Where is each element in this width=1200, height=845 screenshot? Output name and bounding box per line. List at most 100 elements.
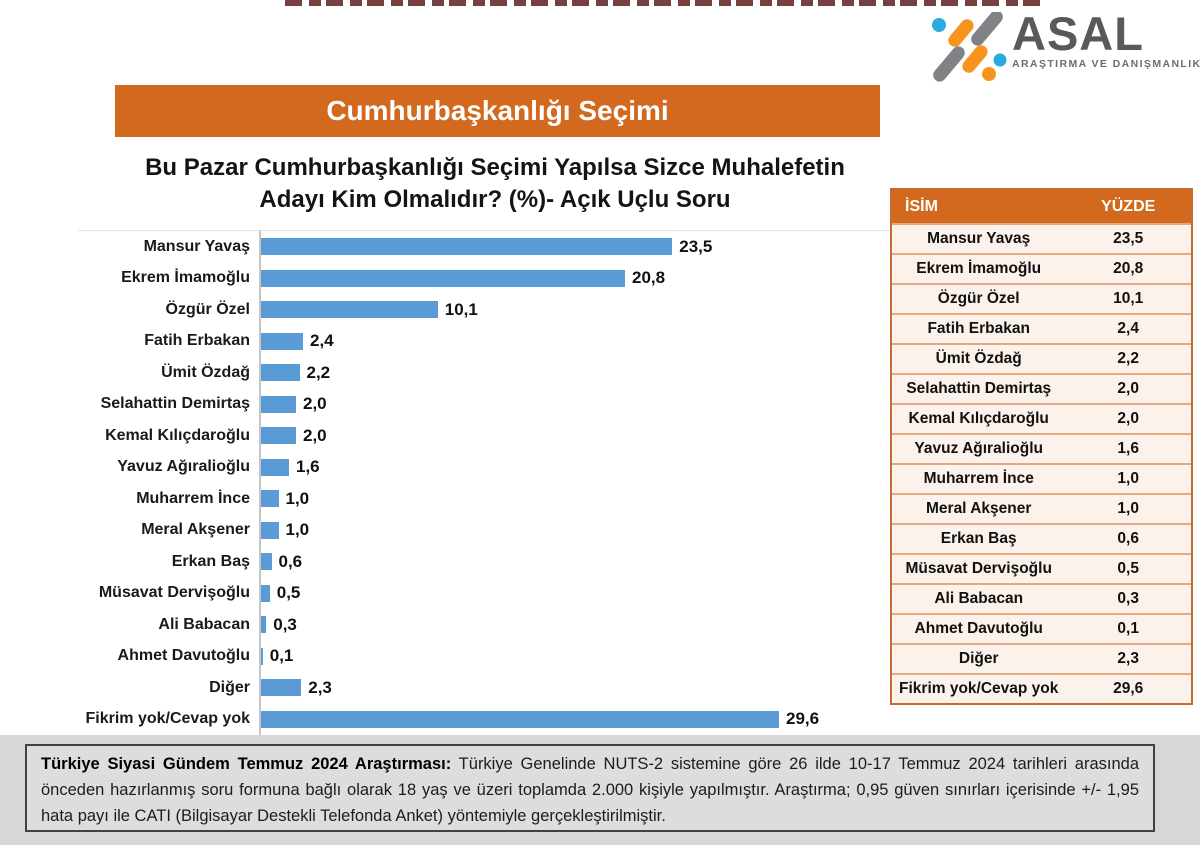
chart-row: Erkan Baş 0,6	[78, 546, 890, 578]
value-label: 0,5	[276, 583, 301, 603]
table-cell-name: Ümit Özdağ	[935, 350, 1022, 367]
table-row: Ekrem İmamoğlu 20,8	[892, 253, 1191, 283]
bar-area: 1,0	[259, 483, 890, 515]
table-header-percent: YÜZDE	[1101, 197, 1156, 215]
table-cell-percent: 2,4	[1117, 320, 1139, 337]
bar-area: 2,4	[259, 325, 890, 357]
bar	[261, 647, 263, 665]
logo-name: ASAL	[1012, 7, 1144, 60]
bar-area: 0,1	[259, 640, 890, 672]
table-cell-percent: 20,8	[1113, 260, 1144, 277]
bar-area: 1,6	[259, 451, 890, 483]
bar	[261, 490, 279, 508]
chart-title-line1: Bu Pazar Cumhurbaşkanlığı Seçimi Yapılsa…	[145, 154, 845, 181]
table-row: Kemal Kılıçdaroğlu 2,0	[892, 403, 1191, 433]
bar-area: 23,5	[259, 231, 890, 263]
table-cell-percent: 1,0	[1117, 500, 1139, 517]
category-label: Yavuz Ağıralioğlu	[117, 458, 250, 476]
table-cell-percent: 2,3	[1117, 650, 1139, 667]
table-row: Diğer 2,3	[892, 643, 1191, 673]
category-label: Fikrim yok/Cevap yok	[85, 710, 250, 728]
category-label: Fatih Erbakan	[144, 332, 250, 350]
table-body: Mansur Yavaş 23,5 Ekrem İmamoğlu 20,8 Özgür …	[892, 223, 1191, 703]
table-row: Meral Akşener 1,0	[892, 493, 1191, 523]
cropped-headline-remnant	[285, 0, 1045, 6]
bar	[261, 458, 289, 476]
table-cell-percent: 1,0	[1117, 470, 1139, 487]
results-table: İSİM YÜZDE Mansur Yavaş 23,5 Ekrem İmamoğl…	[890, 188, 1193, 705]
table-cell-percent: 2,0	[1117, 380, 1139, 397]
chart-row: Muharrem İnce 1,0	[78, 483, 890, 515]
value-label: 2,0	[303, 425, 327, 445]
footnote-lead: Türkiye Siyasi Gündem Temmuz 2024 Araştı…	[41, 755, 452, 773]
bar-area: 2,3	[259, 672, 890, 704]
chart-row: Fikrim yok/Cevap yok 29,6	[78, 703, 890, 735]
chart-row: Yavuz Ağıralioğlu 1,6	[78, 451, 890, 483]
category-label: Ümit Özdağ	[161, 363, 250, 381]
bar-area: 0,3	[259, 609, 890, 641]
table-cell-percent: 0,1	[1117, 620, 1139, 637]
value-label: 0,6	[278, 551, 303, 571]
category-label: Selahattin Demirtaş	[100, 395, 250, 413]
footnote-box: Türkiye Siyasi Gündem Temmuz 2024 Araştı…	[25, 744, 1155, 832]
bar-area: 2,0	[259, 388, 890, 420]
bar	[261, 584, 270, 602]
value-label: 1,6	[296, 457, 320, 477]
bar-area: 2,0	[259, 420, 890, 452]
table-header-row: İSİM YÜZDE	[892, 190, 1191, 223]
category-label: Meral Akşener	[141, 521, 250, 539]
category-label: Diğer	[209, 678, 250, 696]
footer-band: Türkiye Siyasi Gündem Temmuz 2024 Araştı…	[0, 735, 1200, 845]
table-cell-name: Selahattin Demirtaş	[906, 380, 1052, 397]
table-row: Müsavat Dervişoğlu 0,5	[892, 553, 1191, 583]
value-label: 1,0	[285, 520, 310, 540]
chart-row: Mansur Yavaş 23,5	[78, 231, 890, 263]
chart-row: Ümit Özdağ 2,2	[78, 357, 890, 389]
value-label: 2,0	[303, 394, 327, 414]
bar	[261, 301, 438, 319]
bar-area: 20,8	[259, 262, 890, 294]
table-row: Erkan Baş 0,6	[892, 523, 1191, 553]
chart-row: Fatih Erbakan 2,4	[78, 325, 890, 357]
bar-chart-rows: Mansur Yavaş 23,5 Ekrem İmamoğlu 20,8 Özgür …	[78, 231, 890, 735]
table-cell-name: Müsavat Dervişoğlu	[905, 560, 1052, 577]
table-cell-name: Mansur Yavaş	[927, 230, 1031, 247]
chart-title-line2: Adayı Kim Olmalıdır? (%)- Açık Uçlu Soru	[259, 185, 731, 213]
table-row: Fikrim yok/Cevap yok 29,6	[892, 673, 1191, 703]
table-row: Muharrem İnce 1,0	[892, 463, 1191, 493]
bar	[261, 269, 625, 287]
table-cell-name: Ali Babacan	[934, 590, 1024, 607]
bar-area: 1,0	[259, 514, 890, 546]
table-cell-percent: 1,6	[1117, 440, 1139, 457]
table-cell-percent: 23,5	[1113, 230, 1144, 247]
asal-logo: ASAL ARAŞTIRMA VE DANIŞMANLIK	[928, 7, 1200, 82]
table-cell-name: Özgür Özel	[937, 290, 1020, 307]
bar-area: 29,6	[259, 703, 890, 735]
value-label: 2,3	[308, 677, 332, 697]
category-label: Ali Babacan	[158, 615, 250, 633]
bar	[261, 521, 279, 539]
value-label: 0,3	[273, 614, 297, 634]
bar-area: 0,5	[259, 577, 890, 609]
table-header-name: İSİM	[905, 197, 938, 215]
category-label: Özgür Özel	[165, 300, 250, 318]
bar	[261, 364, 300, 382]
table-cell-percent: 29,6	[1113, 680, 1144, 697]
table-cell-percent: 0,3	[1117, 590, 1139, 607]
value-label: 20,8	[632, 268, 666, 288]
chart-row: Selahattin Demirtaş 2,0	[78, 388, 890, 420]
bar	[261, 616, 267, 634]
category-label: Kemal Kılıçdaroğlu	[105, 426, 250, 444]
chart-row: Ekrem İmamoğlu 20,8	[78, 262, 890, 294]
table-cell-name: Fatih Erbakan	[927, 320, 1030, 337]
table-cell-percent: 2,2	[1117, 350, 1139, 367]
banner-title: Cumhurbaşkanlığı Seçimi	[326, 95, 669, 126]
value-label: 1,0	[285, 488, 310, 508]
bar	[261, 679, 302, 697]
value-label: 23,5	[679, 236, 713, 256]
chart-row: Diğer 2,3	[78, 672, 890, 704]
table-cell-name: Meral Akşener	[926, 500, 1032, 517]
chart-row: Kemal Kılıçdaroğlu 2,0	[78, 420, 890, 452]
bar-area: 2,2	[259, 357, 890, 389]
table-row: Mansur Yavaş 23,5	[892, 223, 1191, 253]
